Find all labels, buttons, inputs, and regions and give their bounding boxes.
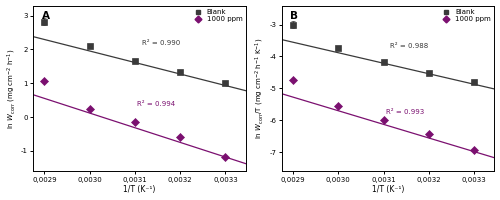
X-axis label: 1/T (K⁻¹): 1/T (K⁻¹)	[372, 185, 404, 194]
Legend: Blank, 1000 ppm: Blank, 1000 ppm	[438, 8, 492, 24]
Text: R² = 0.994: R² = 0.994	[137, 101, 175, 107]
Y-axis label: ln $\it{W}$$_\mathregular{corr}$/T (mg cm$^{-2}$ h$^{-1}$ K$^{-1}$): ln $\it{W}$$_\mathregular{corr}$/T (mg c…	[254, 38, 266, 139]
X-axis label: 1/T (K⁻¹): 1/T (K⁻¹)	[124, 185, 156, 194]
Text: A: A	[42, 11, 50, 21]
Text: R² = 0.988: R² = 0.988	[390, 43, 428, 49]
Text: B: B	[290, 11, 298, 21]
Text: R² = 0.993: R² = 0.993	[386, 109, 424, 115]
Y-axis label: ln $\it{W}$$_\mathregular{corr}$ (mg cm$^{-2}$ h$^{-1}$): ln $\it{W}$$_\mathregular{corr}$ (mg cm$…	[6, 48, 18, 129]
Legend: Blank, 1000 ppm: Blank, 1000 ppm	[189, 8, 244, 24]
Text: R² = 0.990: R² = 0.990	[142, 40, 180, 46]
